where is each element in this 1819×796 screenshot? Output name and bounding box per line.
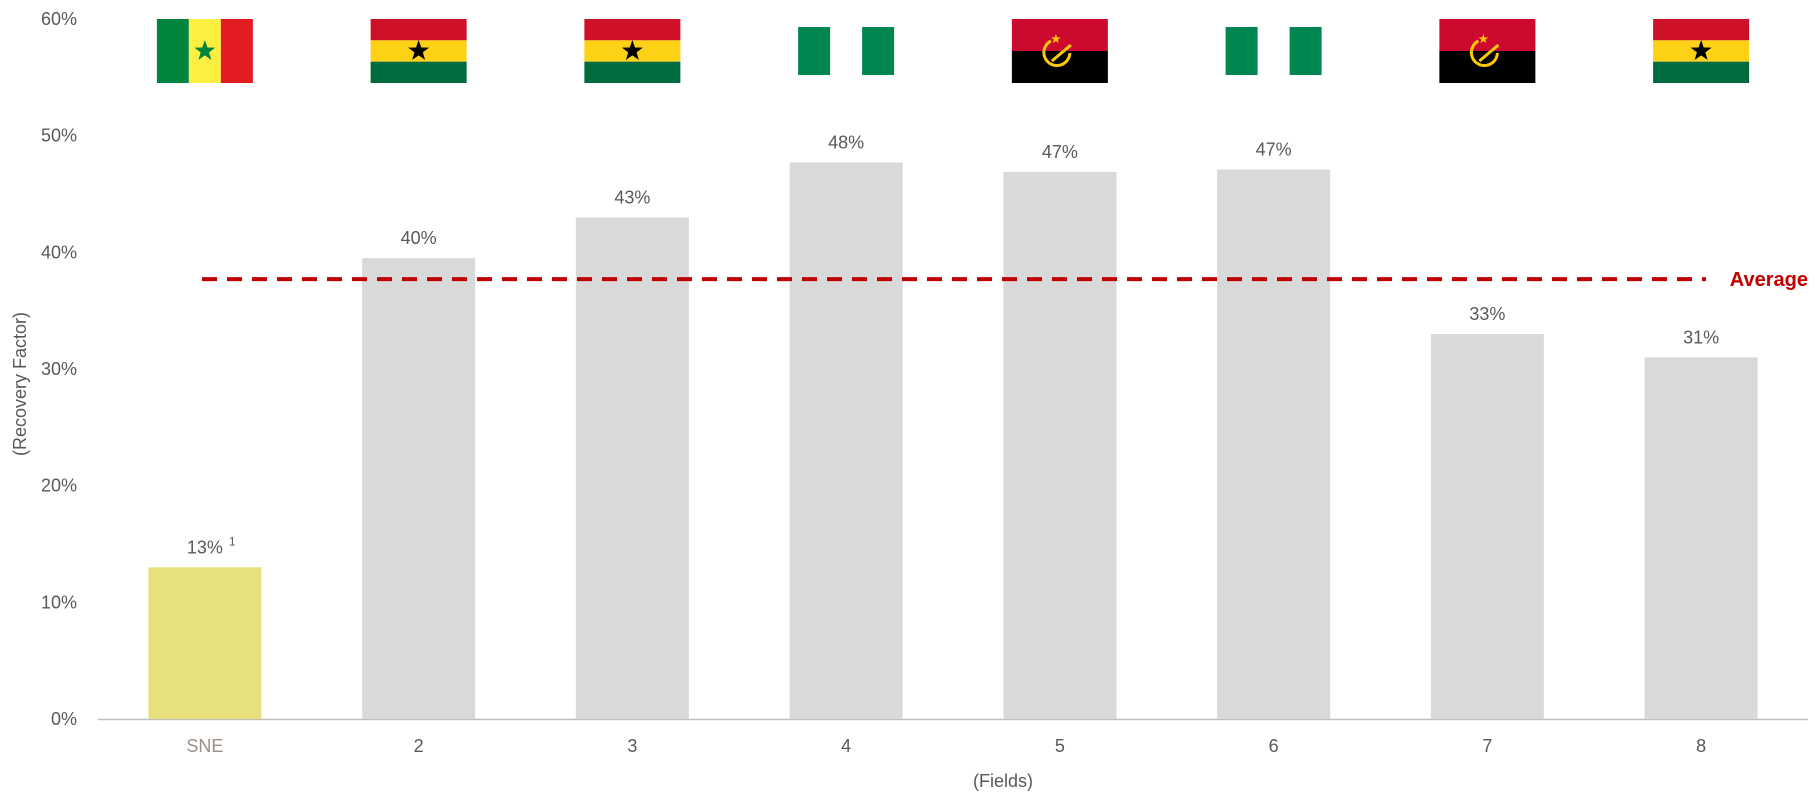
flag-stripe xyxy=(370,19,467,41)
angola-flag-icon xyxy=(1011,19,1108,83)
x-tick-label: 5 xyxy=(1055,736,1065,756)
ghana-flag-icon xyxy=(1653,19,1750,83)
flag-gear xyxy=(1042,39,1072,68)
bar-6 xyxy=(1217,169,1331,719)
x-tick-label: 8 xyxy=(1696,736,1706,756)
flag-star xyxy=(1690,40,1712,60)
flag-stripe xyxy=(1011,51,1108,83)
y-tick-label: 10% xyxy=(41,592,77,612)
y-tick-label: 0% xyxy=(51,709,77,729)
flag-stripe xyxy=(584,19,681,41)
flag-machete xyxy=(1050,43,1072,63)
x-tick-label: SNE xyxy=(186,736,223,756)
flag-stripe xyxy=(156,19,189,83)
bar-3 xyxy=(575,217,689,720)
flag-star xyxy=(1478,34,1489,44)
flag-gear xyxy=(1469,39,1499,68)
flag-stripe xyxy=(584,61,681,83)
data-label: 33% xyxy=(1469,304,1505,324)
ghana-flag-icon xyxy=(370,19,467,83)
data-label: 47% xyxy=(1256,140,1292,160)
x-tick-label: 4 xyxy=(841,736,851,756)
average-label: Average xyxy=(1730,269,1808,291)
flag-stripe xyxy=(1289,27,1322,75)
data-label: 40% xyxy=(401,228,437,248)
y-axis-label: (Recovery Factor) xyxy=(10,312,30,456)
flag-stripe xyxy=(370,61,467,83)
x-tick-label: 3 xyxy=(627,736,637,756)
bar-7 xyxy=(1430,334,1544,719)
flag-stripe xyxy=(1225,27,1258,75)
y-tick-label: 40% xyxy=(41,242,77,262)
y-tick-label: 50% xyxy=(41,126,77,146)
senegal-flag-icon xyxy=(156,19,253,83)
flag-stripe xyxy=(1653,61,1750,83)
bar-4 xyxy=(789,162,903,719)
flag-stripe xyxy=(1653,19,1750,41)
flag-stripe xyxy=(220,19,253,83)
flag-stripe xyxy=(798,27,831,75)
y-tick-label: 20% xyxy=(41,476,77,496)
y-tick-label: 30% xyxy=(41,359,77,379)
bar-8 xyxy=(1644,357,1758,719)
data-label: 43% xyxy=(614,187,650,207)
flag-star xyxy=(194,40,216,60)
data-label: 13% xyxy=(187,537,223,557)
bar-2 xyxy=(362,258,476,719)
x-axis-label: (Fields) xyxy=(973,771,1033,791)
flag-stripe xyxy=(1439,19,1536,51)
x-tick-label: 2 xyxy=(414,736,424,756)
flag-machete xyxy=(1478,43,1500,63)
angola-flag-icon xyxy=(1439,19,1536,83)
x-tick-label: 6 xyxy=(1269,736,1279,756)
bar-5 xyxy=(1003,171,1117,720)
nigeria-flag-icon xyxy=(1225,27,1322,75)
flag-stripe xyxy=(862,27,895,75)
ghana-flag-icon xyxy=(584,19,681,83)
data-label: 48% xyxy=(828,133,864,153)
y-tick-label: 60% xyxy=(41,9,77,29)
bar-SNE xyxy=(148,567,262,719)
data-label: 47% xyxy=(1042,142,1078,162)
flag-stripe xyxy=(1439,51,1536,83)
flag-star xyxy=(1051,34,1061,44)
footnote-marker: 1 xyxy=(229,534,236,548)
x-tick-label: 7 xyxy=(1482,736,1492,756)
flag-stripe xyxy=(1011,19,1108,51)
nigeria-flag-icon xyxy=(798,27,895,75)
flag-star xyxy=(408,40,430,60)
data-label: 31% xyxy=(1683,327,1719,347)
flag-star xyxy=(621,40,643,60)
